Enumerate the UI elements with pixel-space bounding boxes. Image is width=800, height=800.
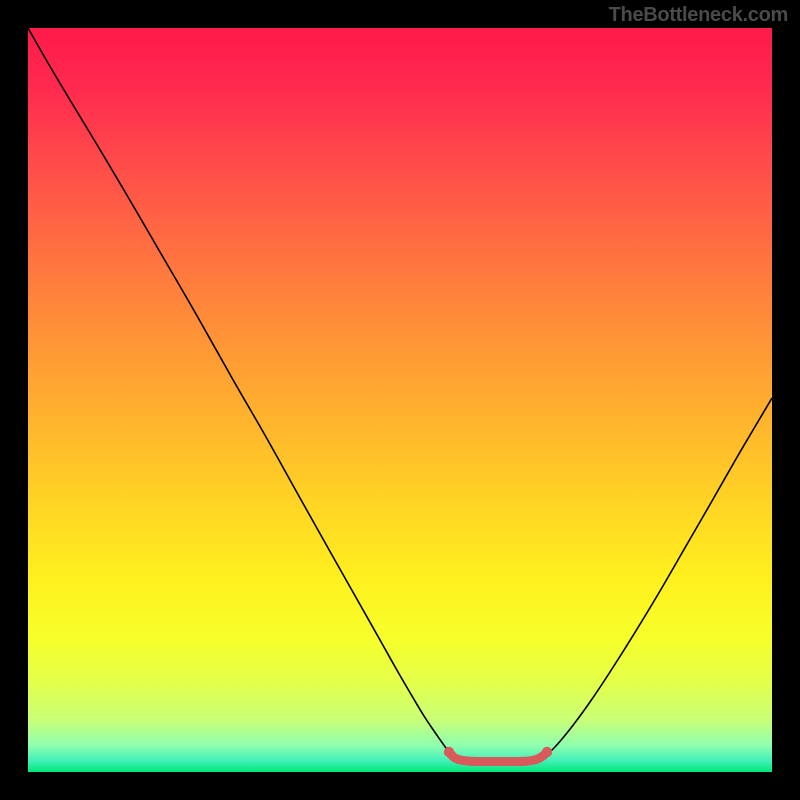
watermark-text: TheBottleneck.com [609,4,788,27]
bottleneck-chart [0,0,800,800]
plot-background [28,28,772,772]
optimal-region-end-dot [542,747,552,757]
chart-container: TheBottleneck.com [0,0,800,800]
optimal-region-start-dot [444,747,454,757]
